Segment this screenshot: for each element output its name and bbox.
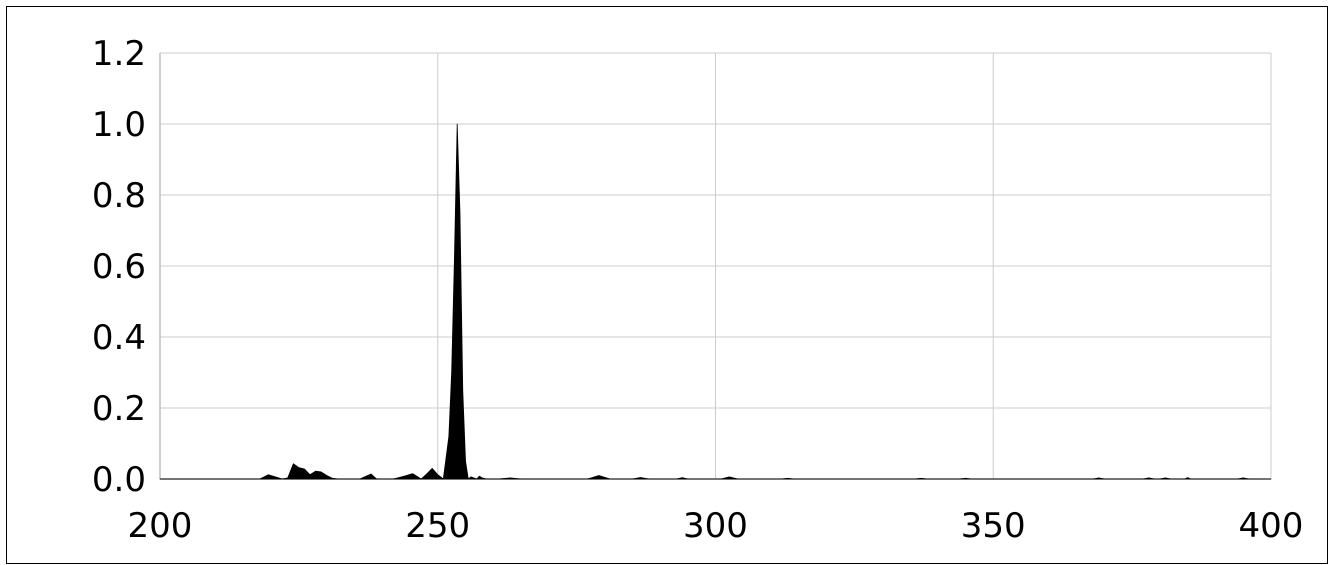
y-tick-label: 0.0 [92, 460, 146, 500]
series-area [159, 123, 1272, 480]
y-tick-label: 0.2 [92, 389, 146, 429]
y-tick-label: 0.4 [92, 318, 146, 358]
chart-frame: 0.0 0.2 0.4 0.6 0.8 1.0 1.2 200 250 300 350 400 [6, 6, 1328, 564]
spectrum-chart: 0.0 0.2 0.4 0.6 0.8 1.0 1.2 200 250 300 350 400 [92, 34, 1304, 546]
y-tick-label: 0.8 [92, 176, 146, 216]
y-tick-label: 1.2 [92, 34, 146, 74]
x-tick-label: 350 [961, 506, 1026, 546]
x-tick-label: 400 [1239, 506, 1304, 546]
x-tick-label: 300 [683, 506, 748, 546]
x-tick-label: 200 [128, 506, 193, 546]
y-tick-label: 0.6 [92, 247, 146, 287]
x-tick-label: 250 [405, 506, 470, 546]
y-tick-label: 1.0 [92, 105, 146, 145]
